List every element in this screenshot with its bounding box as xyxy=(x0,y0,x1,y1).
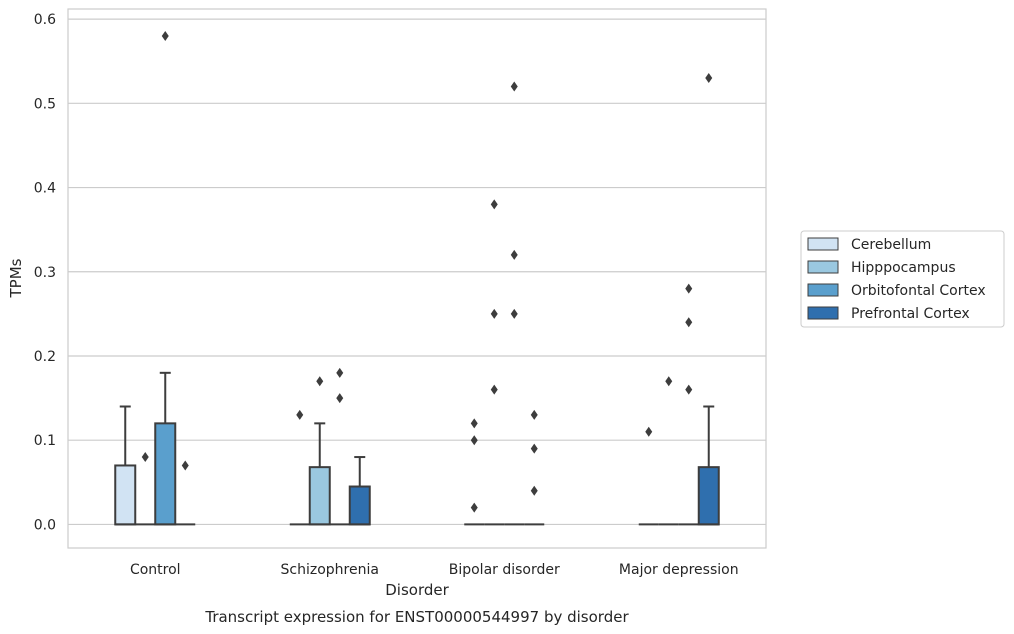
outlier-point xyxy=(161,30,169,41)
y-tick-label: 0.4 xyxy=(34,181,56,197)
box-group xyxy=(154,30,177,526)
y-tick-labels: 0.0 0.1 0.2 0.3 0.4 0.5 0.6 xyxy=(34,12,56,533)
x-tick-label: Bipolar disorder xyxy=(449,562,560,578)
outlier-point xyxy=(470,502,478,513)
outlier-point xyxy=(141,452,149,463)
x-tick-label: Schizophrenia xyxy=(281,562,379,578)
box xyxy=(697,466,720,526)
outlier-point xyxy=(490,384,498,395)
outlier-point xyxy=(685,384,693,395)
chart-caption: Transcript expression for ENST0000054499… xyxy=(204,608,629,626)
x-tick-label: Control xyxy=(130,562,181,578)
x-tick-label: Major depression xyxy=(619,562,739,578)
y-tick-label: 0.6 xyxy=(34,12,56,28)
legend: Cerebellum Hipppocampus Orbitofontal Corte… xyxy=(800,230,1005,328)
box-group xyxy=(308,376,331,526)
box xyxy=(348,485,371,526)
legend-label: Cerebellum xyxy=(851,237,931,253)
outlier-point xyxy=(296,409,304,420)
box-group xyxy=(135,452,156,526)
legend-swatch xyxy=(807,283,839,297)
x-axis-title: Disorder xyxy=(385,581,449,599)
outlier-point xyxy=(510,249,518,260)
y-tick-label: 0.0 xyxy=(34,517,56,533)
box-group xyxy=(524,409,545,526)
box-group xyxy=(638,426,659,526)
legend-swatch xyxy=(807,306,839,320)
outlier-point xyxy=(470,435,478,446)
box xyxy=(154,422,177,526)
legend-label: Prefrontal Cortex xyxy=(851,306,970,322)
box-group xyxy=(658,376,679,526)
outlier-point xyxy=(685,317,693,328)
plot-frame xyxy=(67,8,767,549)
grid-lines xyxy=(68,18,766,526)
outlier-point xyxy=(510,81,518,92)
outlier-point xyxy=(316,376,324,387)
outlier-point xyxy=(336,367,344,378)
y-tick-label: 0.2 xyxy=(34,349,56,365)
y-axis-title: TPMs xyxy=(7,258,25,298)
box-group xyxy=(348,456,371,526)
outlier-point xyxy=(530,485,538,496)
box-group xyxy=(678,283,699,526)
legend-label: Orbitofontal Cortex xyxy=(851,283,986,299)
legend-swatch xyxy=(807,260,839,274)
outlier-point xyxy=(665,376,673,387)
box xyxy=(114,464,137,526)
legend-swatch xyxy=(807,237,839,251)
legend-frame xyxy=(800,230,1005,328)
box-group xyxy=(504,81,525,526)
outlier-point xyxy=(645,426,653,437)
box-group xyxy=(329,367,350,526)
box-group xyxy=(464,418,485,526)
outlier-point xyxy=(336,393,344,404)
legend-label: Hipppocampus xyxy=(851,260,956,276)
box-group xyxy=(175,460,196,526)
outlier-point xyxy=(685,283,693,294)
boxes xyxy=(114,30,720,526)
y-tick-label: 0.5 xyxy=(34,96,56,112)
x-tick-labels: Control Schizophrenia Bipolar disorder Majo… xyxy=(130,562,739,578)
y-tick-label: 0.3 xyxy=(34,265,56,281)
outlier-point xyxy=(530,409,538,420)
box-group xyxy=(484,199,505,526)
outlier-point xyxy=(181,460,189,471)
box-group xyxy=(289,409,310,526)
outlier-point xyxy=(490,308,498,319)
outlier-point xyxy=(490,199,498,210)
box xyxy=(308,466,331,526)
y-tick-label: 0.1 xyxy=(34,433,56,449)
box-group xyxy=(697,73,720,526)
outlier-point xyxy=(510,308,518,319)
outlier-point xyxy=(530,443,538,454)
outlier-point xyxy=(705,73,713,84)
outlier-point xyxy=(470,418,478,429)
box-group xyxy=(114,405,137,526)
